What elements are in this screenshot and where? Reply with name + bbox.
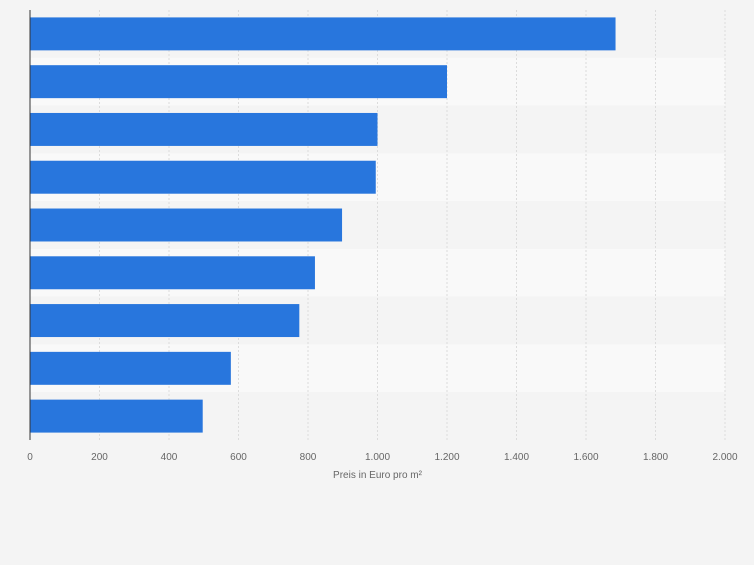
bar[interactable] bbox=[30, 351, 231, 385]
bar[interactable] bbox=[30, 208, 343, 242]
x-tick-label: 1.800 bbox=[643, 452, 668, 463]
x-tick-label: 1.600 bbox=[573, 452, 598, 463]
x-tick-label: 1.400 bbox=[504, 452, 529, 463]
bar[interactable] bbox=[30, 65, 447, 99]
bar[interactable] bbox=[30, 399, 203, 433]
x-tick-label: 1.000 bbox=[365, 452, 390, 463]
x-tick-label: 2.000 bbox=[712, 452, 737, 463]
bar[interactable] bbox=[30, 160, 376, 194]
bars bbox=[30, 17, 616, 433]
x-tick-label: 600 bbox=[230, 452, 247, 463]
x-tick-label: 400 bbox=[161, 452, 178, 463]
x-tick-labels: 0 200 400 600 800 1.000 1.200 1.400 1.600 1.800 2.… bbox=[27, 452, 738, 463]
bar[interactable] bbox=[30, 112, 378, 146]
x-tick-label: 1.200 bbox=[434, 452, 459, 463]
x-axis-label: Preis in Euro pro m² bbox=[333, 470, 423, 481]
bar[interactable] bbox=[30, 256, 315, 290]
x-tick-label: 800 bbox=[300, 452, 317, 463]
bar[interactable] bbox=[30, 304, 300, 338]
x-tick-label: 0 bbox=[27, 452, 33, 463]
x-tick-label: 200 bbox=[91, 452, 108, 463]
bar[interactable] bbox=[30, 17, 616, 51]
